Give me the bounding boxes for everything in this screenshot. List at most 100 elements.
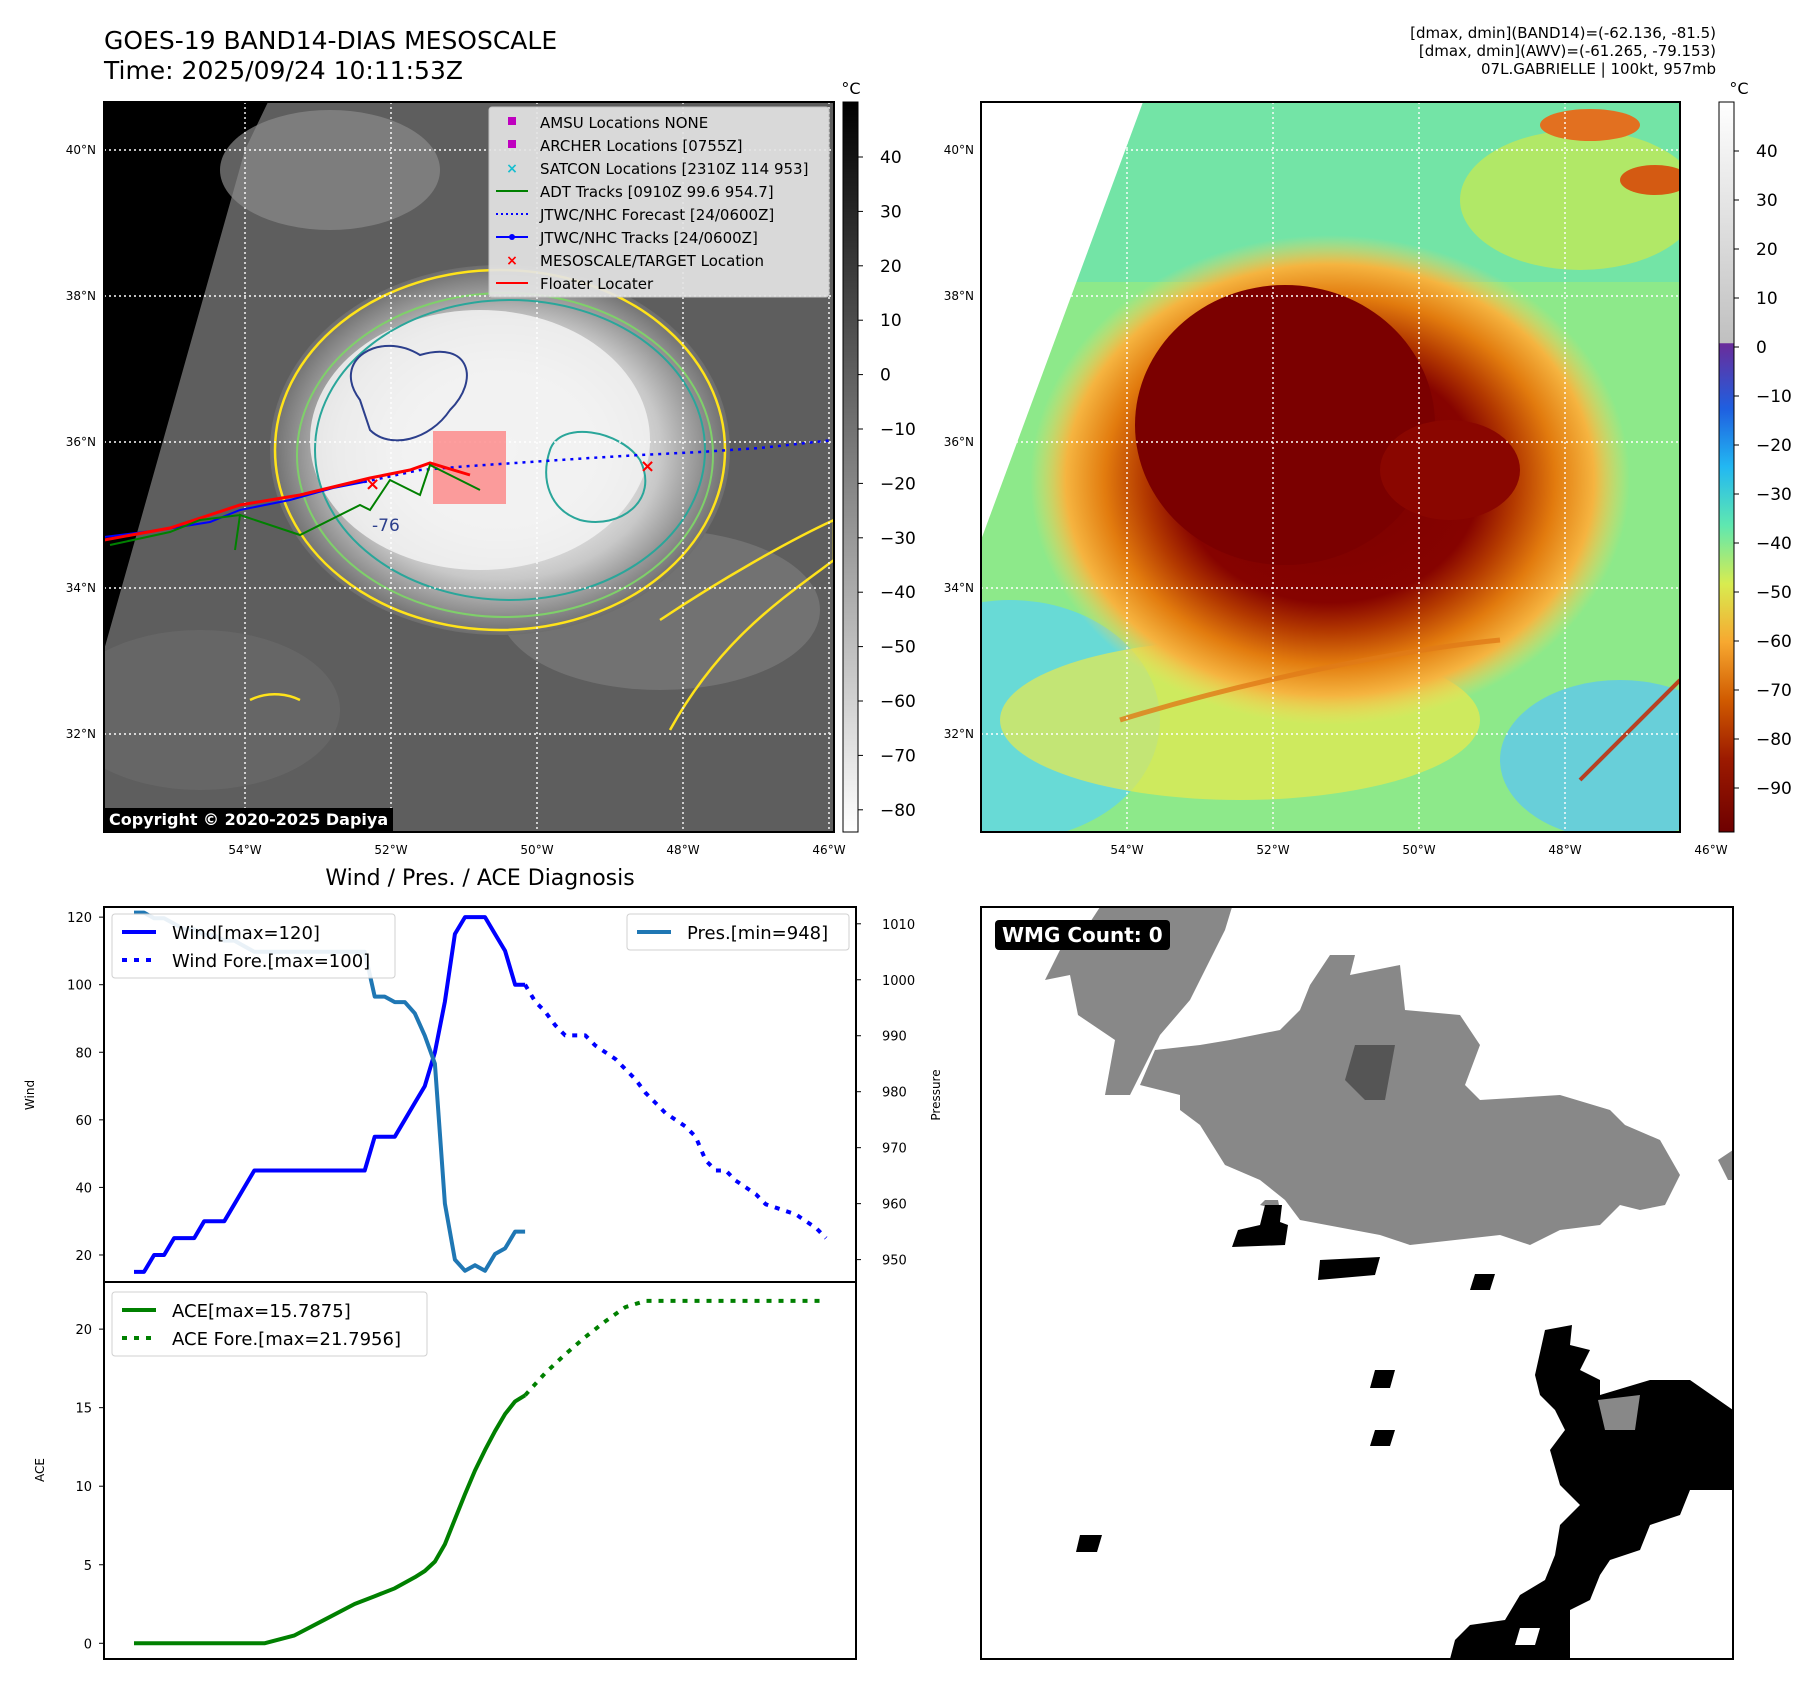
y-tick-label: 10 xyxy=(75,1480,92,1495)
legend-label: Floater Locater xyxy=(540,275,654,293)
title-line2: Time: 2025/09/24 10:11:53Z xyxy=(104,56,463,85)
contour-label: -76 xyxy=(372,516,400,536)
colorbar-tick-label: −50 xyxy=(1756,583,1792,603)
wind-axis-label: Wind xyxy=(23,1080,37,1110)
lat-labels-left: 40°N 38°N 36°N 34°N 32°N xyxy=(66,143,96,741)
pressure-axis-label: Pressure xyxy=(929,1069,943,1120)
y-tick-label: 20 xyxy=(75,1323,92,1338)
chart-legend-box xyxy=(626,913,850,951)
wmg-frame xyxy=(980,906,1734,1660)
colorbar-tick-label: −70 xyxy=(880,746,916,766)
colorbar-tick-label: 10 xyxy=(880,311,902,331)
gray-colorbar-ticks: 40 30 20 10 0 −10 −20 −30 −40 −50 −60 −70 −80 xyxy=(858,148,916,821)
wmg-count-badge: WMG Count: 0 xyxy=(995,920,1170,950)
y2-tick-label: 980 xyxy=(882,1086,907,1101)
figure-title: GOES-19 BAND14-DIAS MESOSCALE Time: 2025… xyxy=(104,26,557,86)
chart-legend: Pres.[min=948] xyxy=(626,913,850,951)
lat-label: 36°N xyxy=(944,435,974,449)
y-tick-label: 15 xyxy=(75,1402,92,1417)
lon-labels-left: 54°W 52°W 50°W 48°W 46°W xyxy=(228,843,845,857)
stats-block: [dmax, dmin](BAND14)=(-62.136, -81.5) [d… xyxy=(1410,24,1716,78)
y-tick-label: 100 xyxy=(67,979,92,994)
series-line xyxy=(134,915,526,1274)
lat-label: 40°N xyxy=(944,143,974,157)
lat-label: 32°N xyxy=(66,727,96,741)
map-legend: AMSU Locations NONE ARCHER Locations [075… xyxy=(488,106,830,298)
stats-awv: [dmax, dmin](AWV)=(-61.265, -79.153) xyxy=(1418,42,1716,60)
wind-pres-chart: 20 40 60 80 100 120 950 960 970 980 990 1000 1010 Win… xyxy=(67,910,915,1274)
colorbar-tick-label: 0 xyxy=(1756,338,1767,358)
colorbar-tick-label: −50 xyxy=(880,638,916,658)
colorbar-tick-label: 0 xyxy=(880,366,891,386)
colorbar-tick-label: −20 xyxy=(1756,436,1792,456)
colorbar-tick-label: −30 xyxy=(1756,485,1792,505)
lat-label: 40°N xyxy=(66,143,96,157)
chart-legend: Wind[max=120] Wind Fore.[max=100] xyxy=(111,913,396,979)
colorbar-tick-label: −40 xyxy=(1756,534,1792,554)
y-tick-label: 5 xyxy=(84,1559,92,1574)
right-map-frame xyxy=(980,101,1681,833)
lat-labels-right: 40°N 38°N 36°N 34°N 32°N xyxy=(944,143,974,741)
legend-marker-dot xyxy=(509,234,515,240)
title-line1: GOES-19 BAND14-DIAS MESOSCALE xyxy=(104,26,558,55)
stats-band14: [dmax, dmin](BAND14)=(-62.136, -81.5) xyxy=(1410,24,1716,42)
colorbar-tick-label: 40 xyxy=(1756,142,1778,162)
chart-legend-label: ACE Fore.[max=21.7956] xyxy=(172,1329,401,1350)
lon-label: 46°W xyxy=(1694,843,1727,857)
lon-label: 48°W xyxy=(1548,843,1581,857)
lon-label: 50°W xyxy=(1402,843,1435,857)
y2-tick-label: 970 xyxy=(882,1142,907,1157)
wmg-panel xyxy=(981,907,1733,1659)
legend-marker: × xyxy=(506,253,518,269)
lon-label: 50°W xyxy=(520,843,553,857)
lon-label: 52°W xyxy=(1256,843,1289,857)
color-colorbar xyxy=(1718,101,1735,833)
legend-marker xyxy=(508,140,516,148)
copyright-badge: Copyright © 2020-2025 Dapiya xyxy=(104,808,394,831)
left-map-frame xyxy=(103,101,835,833)
colorbar-tick-label: −10 xyxy=(1756,387,1792,407)
chart-legend-box xyxy=(111,1291,428,1357)
legend-label: AMSU Locations NONE xyxy=(540,114,708,132)
legend-label: JTWC/NHC Tracks [24/0600Z] xyxy=(539,229,758,247)
legend-marker: × xyxy=(506,161,518,177)
colorbar-tick-label: 30 xyxy=(1756,191,1778,211)
colorbar-tick-label: −20 xyxy=(880,474,916,494)
lat-label: 34°N xyxy=(944,581,974,595)
storm-info: 07L.GABRIELLE | 100kt, 957mb xyxy=(1481,60,1716,78)
color-colorbar-ticks: 40 30 20 10 0 −10 −20 −30 −40 −50 −60 −70 −80 −90 xyxy=(1734,142,1792,799)
colorbar-tick-label: 20 xyxy=(1756,240,1778,260)
lat-label: 38°N xyxy=(944,289,974,303)
gray-colorbar-unit: °C xyxy=(841,79,860,98)
gray-colorbar xyxy=(842,101,859,833)
y-tick-label: 120 xyxy=(67,911,92,926)
legend-item: JTWC/NHC Forecast [24/0600Z] xyxy=(496,206,774,224)
ace-chart: 0 5 10 15 20 ACE[max=15.7875] ACE Fore.[max=21… xyxy=(75,1291,826,1652)
chart-legend-label: Pres.[min=948] xyxy=(687,923,828,944)
legend-label: SATCON Locations [2310Z 114 953] xyxy=(540,160,808,178)
lon-label: 48°W xyxy=(666,843,699,857)
series-line xyxy=(523,1298,826,1397)
ace-axis-label: ACE xyxy=(33,1458,47,1482)
colorbar-tick-label: −40 xyxy=(880,583,916,603)
legend-label: ADT Tracks [0910Z 99.6 954.7] xyxy=(540,183,774,201)
y2-tick-label: 1000 xyxy=(882,974,915,989)
colorbar-tick-label: −70 xyxy=(1756,681,1792,701)
lon-label: 54°W xyxy=(228,843,261,857)
colorbar-tick-label: −30 xyxy=(880,529,916,549)
legend-item: JTWC/NHC Tracks [24/0600Z] xyxy=(496,229,758,247)
y-tick-label: 20 xyxy=(75,1249,92,1264)
y-tick-label: 40 xyxy=(75,1181,92,1196)
lon-label: 46°W xyxy=(812,843,845,857)
y-tick-label: 0 xyxy=(84,1637,92,1652)
legend-label: ARCHER Locations [0755Z] xyxy=(540,137,743,155)
series-line xyxy=(523,983,828,1240)
chart-legend-label: Wind Fore.[max=100] xyxy=(172,951,370,972)
legend-item: AMSU Locations NONE xyxy=(508,114,708,132)
colorbar-tick-label: 10 xyxy=(1756,289,1778,309)
lat-label: 38°N xyxy=(66,289,96,303)
legend-label: MESOSCALE/TARGET Location xyxy=(540,252,764,270)
lon-label: 52°W xyxy=(374,843,407,857)
chart-legend-label: ACE[max=15.7875] xyxy=(172,1301,351,1322)
legend-item: Floater Locater xyxy=(496,275,654,293)
